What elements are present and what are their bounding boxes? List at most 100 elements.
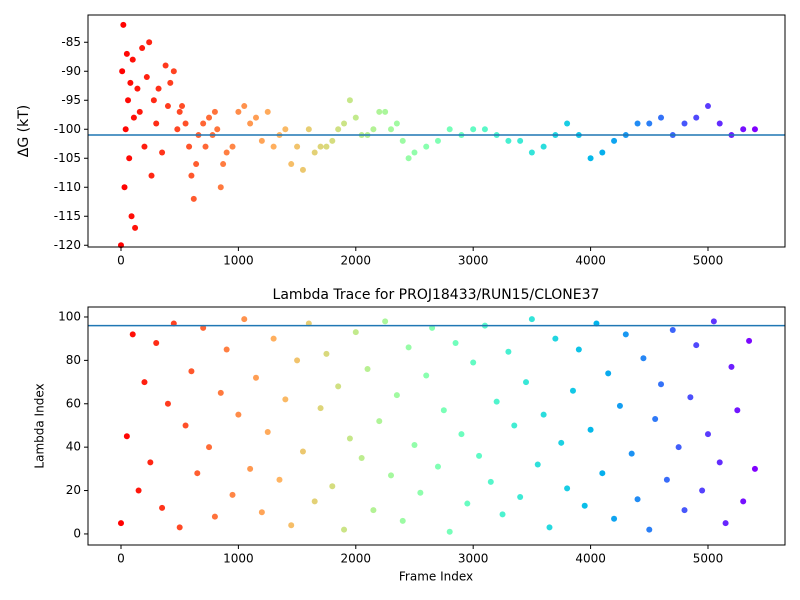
point [517, 137, 524, 144]
point [182, 422, 189, 429]
point [150, 97, 157, 104]
point [311, 149, 318, 156]
point [399, 137, 406, 144]
x-tick-label: 0 [117, 552, 125, 566]
point [740, 126, 747, 133]
point [481, 126, 488, 133]
point [252, 374, 259, 381]
point [123, 433, 130, 440]
point [223, 346, 230, 353]
point [376, 108, 383, 115]
point [148, 172, 155, 179]
point [716, 459, 723, 466]
point [599, 470, 606, 477]
point [121, 184, 128, 191]
point [162, 62, 169, 69]
point [299, 448, 306, 455]
point [323, 350, 330, 357]
point [229, 491, 236, 498]
point [129, 331, 136, 338]
point [669, 326, 676, 333]
point [341, 120, 348, 127]
point [517, 494, 524, 501]
point [288, 522, 295, 529]
point [164, 400, 171, 407]
y-tick-label: -95 [61, 93, 81, 107]
point [704, 431, 711, 438]
point [282, 396, 289, 403]
point [329, 483, 336, 490]
point [505, 348, 512, 355]
point [405, 155, 412, 162]
point [693, 342, 700, 349]
point [317, 405, 324, 412]
point [270, 143, 277, 150]
x-tick-label: 5000 [693, 254, 724, 268]
point [323, 143, 330, 150]
y-tick-label: -120 [54, 238, 81, 252]
point [223, 149, 230, 156]
point [270, 335, 277, 342]
point [622, 331, 629, 338]
point [346, 435, 353, 442]
point [423, 372, 430, 379]
x-tick-label: 4000 [575, 254, 606, 268]
point [734, 407, 741, 414]
point [393, 392, 400, 399]
point [241, 103, 248, 110]
point [247, 465, 254, 472]
point [452, 340, 459, 347]
point [611, 137, 618, 144]
point [423, 143, 430, 150]
point [252, 114, 259, 121]
point [528, 149, 535, 156]
point [264, 108, 271, 115]
point [675, 444, 682, 451]
point [640, 355, 647, 362]
point [728, 363, 735, 370]
y-tick-label: 100 [58, 309, 81, 323]
point [120, 21, 127, 28]
point [652, 415, 659, 422]
point [634, 120, 641, 127]
point [194, 470, 201, 477]
point [141, 143, 148, 150]
point [440, 407, 447, 414]
point [139, 45, 146, 52]
point [153, 120, 160, 127]
point [202, 143, 209, 150]
point [288, 161, 295, 168]
point [710, 318, 717, 325]
point [687, 394, 694, 401]
point [658, 381, 665, 388]
point [569, 387, 576, 394]
axes-frame [87, 14, 786, 248]
point [564, 120, 571, 127]
point [235, 411, 242, 418]
point [646, 120, 653, 127]
point [534, 461, 541, 468]
y-tick-label: -115 [54, 209, 81, 223]
point [146, 39, 153, 46]
point [159, 504, 166, 511]
point [159, 149, 166, 156]
y-tick-label: 20 [66, 483, 81, 497]
point [170, 68, 177, 75]
point [258, 509, 265, 516]
x-tick-label: 2000 [341, 552, 372, 566]
x-tick-label: 1000 [223, 254, 254, 268]
y-tick-label: -100 [54, 122, 81, 136]
point [581, 502, 588, 509]
point [722, 520, 729, 527]
point [136, 108, 143, 115]
point [399, 517, 406, 524]
point [117, 520, 124, 527]
point [276, 476, 283, 483]
point [587, 426, 594, 433]
point [155, 85, 162, 92]
point [446, 528, 453, 535]
point [294, 143, 301, 150]
point [382, 318, 389, 325]
y-tick-label: 40 [66, 440, 81, 454]
